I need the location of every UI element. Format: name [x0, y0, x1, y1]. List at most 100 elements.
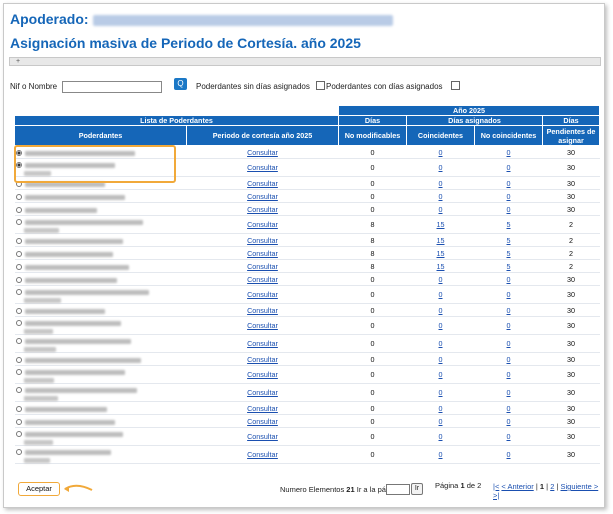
coincidentes-link[interactable]: 0 — [438, 339, 443, 348]
coincidentes-link[interactable]: 0 — [438, 321, 443, 330]
coincidentes-link[interactable]: 0 — [438, 204, 443, 214]
coincidentes-link[interactable]: 0 — [438, 416, 443, 426]
consultar-link[interactable]: Consultar — [247, 432, 278, 441]
no-coincidentes-link[interactable]: 0 — [506, 178, 511, 188]
poderdante-radio[interactable] — [15, 319, 22, 326]
consultar-link[interactable]: Consultar — [247, 191, 278, 201]
no-coincidentes-link[interactable]: 0 — [506, 354, 511, 364]
consultar-link[interactable]: Consultar — [247, 370, 278, 379]
poderdante-radio[interactable] — [15, 356, 22, 363]
poderdante-radio[interactable] — [15, 288, 22, 295]
poderdante-radio[interactable] — [15, 448, 22, 455]
page-2-link[interactable]: 2 — [550, 482, 555, 491]
no-coincidentes-link[interactable]: 0 — [506, 163, 511, 172]
poderdante-radio[interactable] — [15, 237, 22, 244]
no-coincidentes-link[interactable]: 0 — [506, 403, 511, 413]
poderdante-radio[interactable] — [15, 263, 22, 270]
coincidentes-link[interactable]: 0 — [438, 147, 443, 157]
no-coincidentes-link[interactable]: 0 — [506, 388, 511, 397]
no-coincidentes-link[interactable]: 0 — [506, 191, 511, 201]
poderdante-radio[interactable] — [15, 276, 22, 283]
aceptar-button[interactable]: Aceptar — [18, 482, 60, 496]
plus-icon[interactable]: + — [16, 58, 21, 65]
poderdante-radio[interactable] — [15, 193, 22, 200]
apoderado-heading: Apoderado: — [10, 11, 393, 27]
page-input[interactable] — [386, 484, 410, 495]
last-page-link[interactable]: >| — [493, 491, 500, 500]
coincidentes-link[interactable]: 0 — [438, 178, 443, 188]
nif-input[interactable] — [62, 81, 162, 93]
consultar-link[interactable]: Consultar — [247, 339, 278, 348]
consultar-link[interactable]: Consultar — [247, 163, 278, 172]
search-icon[interactable]: Q — [174, 78, 187, 90]
coincidentes-link[interactable]: 0 — [438, 305, 443, 315]
consultar-link[interactable]: Consultar — [247, 274, 278, 284]
first-page-link[interactable]: |< — [493, 482, 500, 491]
coincidentes-link[interactable]: 0 — [438, 403, 443, 413]
poderdante-radio[interactable] — [15, 386, 22, 393]
no-coincidentes-link[interactable]: 5 — [506, 235, 511, 245]
no-coincidentes-link[interactable]: 0 — [506, 370, 511, 379]
coincidentes-link[interactable]: 0 — [438, 274, 443, 284]
no-coincidentes-link[interactable]: 0 — [506, 147, 511, 157]
no-coincidentes-link[interactable]: 0 — [506, 450, 511, 459]
next-page-link[interactable]: Siguiente > — [560, 482, 599, 491]
consultar-link[interactable]: Consultar — [247, 220, 278, 229]
poderdante-radio[interactable] — [15, 218, 22, 225]
no-coincidentes-link[interactable]: 0 — [506, 204, 511, 214]
consultar-link[interactable]: Consultar — [247, 147, 278, 157]
consultar-link[interactable]: Consultar — [247, 235, 278, 245]
coincidentes-link[interactable]: 0 — [438, 163, 443, 172]
no-coincidentes-link[interactable]: 5 — [506, 248, 511, 258]
no-coincidentes-link[interactable]: 0 — [506, 416, 511, 426]
prev-page-link[interactable]: < Anterior — [501, 482, 534, 491]
consultar-link[interactable]: Consultar — [247, 261, 278, 271]
consultar-link[interactable]: Consultar — [247, 305, 278, 315]
coincidentes-link[interactable]: 0 — [438, 388, 443, 397]
poderdante-name-redacted — [24, 419, 115, 425]
no-coincidentes-link[interactable]: 0 — [506, 274, 511, 284]
consultar-link[interactable]: Consultar — [247, 450, 278, 459]
no-coincidentes-link[interactable]: 0 — [506, 339, 511, 348]
no-coincidentes-link[interactable]: 0 — [506, 432, 511, 441]
consultar-link[interactable]: Consultar — [247, 290, 278, 299]
poderdante-radio[interactable] — [15, 368, 22, 375]
consultar-link[interactable]: Consultar — [247, 178, 278, 188]
poderdante-radio[interactable] — [15, 307, 22, 314]
ir-button[interactable]: Ir — [411, 483, 423, 495]
no-coincidentes-link[interactable]: 5 — [506, 261, 511, 271]
consultar-link[interactable]: Consultar — [247, 248, 278, 258]
poderdante-radio[interactable] — [15, 418, 22, 425]
no-coincidentes-link[interactable]: 0 — [506, 290, 511, 299]
consultar-link[interactable]: Consultar — [247, 204, 278, 214]
consultar-link[interactable]: Consultar — [247, 388, 278, 397]
poderdante-radio[interactable] — [15, 161, 22, 168]
sin-dias-checkbox[interactable] — [316, 81, 325, 90]
poderdante-radio[interactable] — [15, 206, 22, 213]
poderdante-radio[interactable] — [15, 250, 22, 257]
consultar-link[interactable]: Consultar — [247, 403, 278, 413]
collapse-bar[interactable]: + — [9, 57, 601, 66]
poderdante-radio[interactable] — [15, 430, 22, 437]
consultar-link[interactable]: Consultar — [247, 321, 278, 330]
coincidentes-link[interactable]: 0 — [438, 290, 443, 299]
con-dias-checkbox[interactable] — [451, 81, 460, 90]
coincidentes-link[interactable]: 15 — [436, 220, 445, 229]
no-coincidentes-link[interactable]: 5 — [506, 220, 511, 229]
coincidentes-link[interactable]: 0 — [438, 370, 443, 379]
no-coincidentes-link[interactable]: 0 — [506, 305, 511, 315]
poderdante-radio[interactable] — [15, 149, 22, 156]
poderdante-radio[interactable] — [15, 405, 22, 412]
poderdante-radio[interactable] — [15, 180, 22, 187]
consultar-link[interactable]: Consultar — [247, 354, 278, 364]
coincidentes-link[interactable]: 0 — [438, 354, 443, 364]
coincidentes-link[interactable]: 0 — [438, 191, 443, 201]
coincidentes-link[interactable]: 0 — [438, 450, 443, 459]
coincidentes-link[interactable]: 15 — [436, 261, 445, 271]
coincidentes-link[interactable]: 15 — [436, 248, 445, 258]
coincidentes-link[interactable]: 0 — [438, 432, 443, 441]
coincidentes-link[interactable]: 15 — [436, 235, 445, 245]
consultar-link[interactable]: Consultar — [247, 416, 278, 426]
poderdante-radio[interactable] — [15, 337, 22, 344]
no-coincidentes-link[interactable]: 0 — [506, 321, 511, 330]
